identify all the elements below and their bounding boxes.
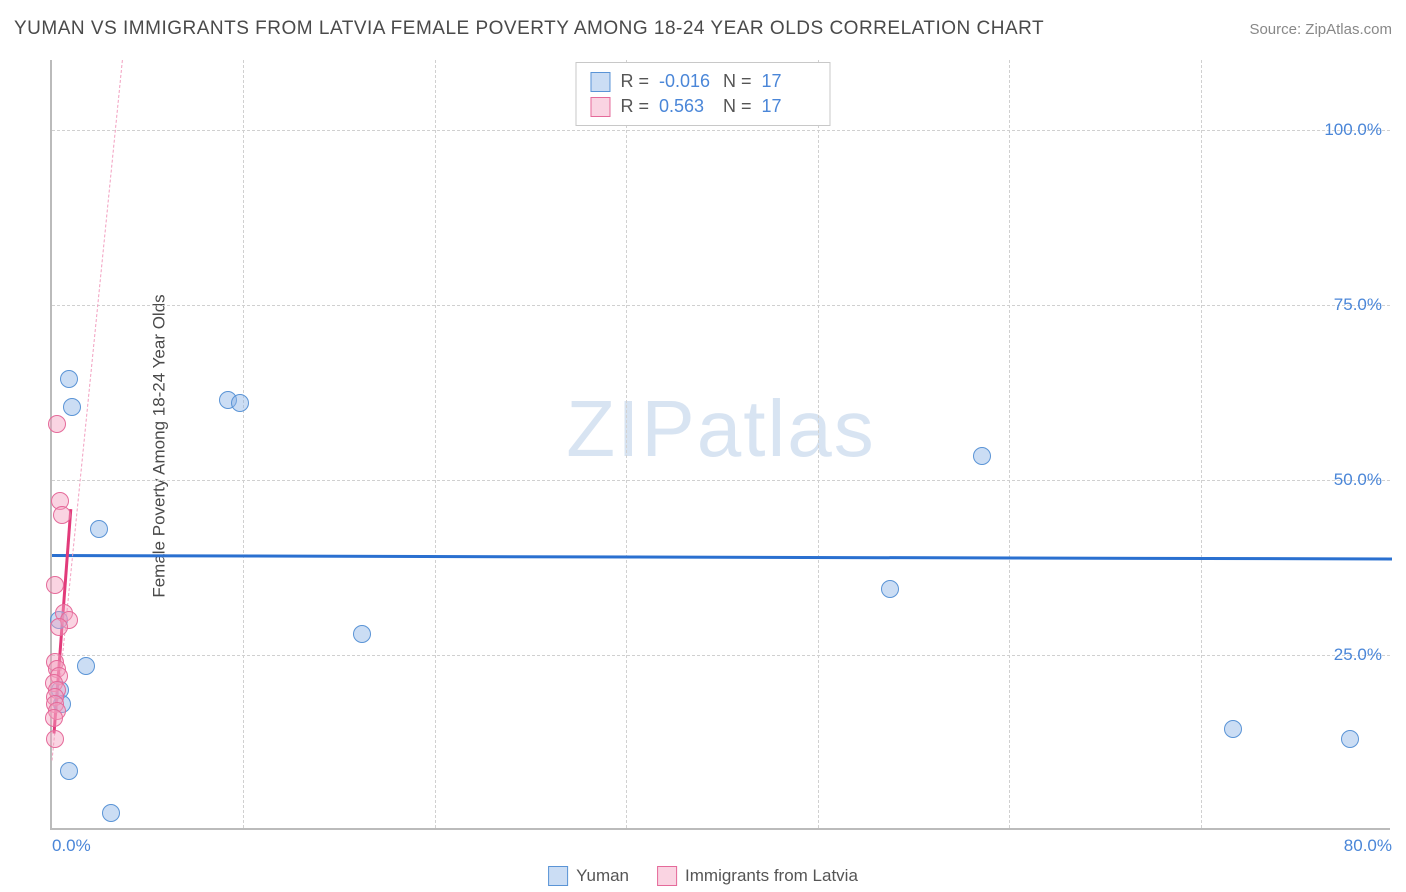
data-point — [881, 580, 899, 598]
n-value-yuman: 17 — [762, 71, 816, 92]
data-point — [77, 657, 95, 675]
gridline-v — [626, 60, 627, 828]
legend-stats: R = -0.016 N = 17 R = 0.563 N = 17 — [575, 62, 830, 126]
x-tick-label: 0.0% — [52, 836, 91, 856]
gridline-v — [435, 60, 436, 828]
y-tick-label: 75.0% — [1334, 295, 1382, 315]
chart-title: YUMAN VS IMMIGRANTS FROM LATVIA FEMALE P… — [14, 18, 1044, 40]
legend-item-latvia: Immigrants from Latvia — [657, 866, 858, 886]
r-value-yuman: -0.016 — [659, 71, 713, 92]
y-tick-label: 50.0% — [1334, 470, 1382, 490]
n-value-latvia: 17 — [762, 96, 816, 117]
r-label: R = — [620, 71, 649, 92]
data-point — [46, 730, 64, 748]
data-point — [53, 506, 71, 524]
data-point — [231, 394, 249, 412]
gridline-h — [52, 305, 1390, 306]
data-point — [90, 520, 108, 538]
legend-label-yuman: Yuman — [576, 866, 629, 886]
data-point — [1341, 730, 1359, 748]
n-label: N = — [723, 96, 752, 117]
data-point — [50, 618, 68, 636]
trend-line — [52, 554, 1392, 561]
data-point — [48, 415, 66, 433]
data-point — [63, 398, 81, 416]
legend-label-latvia: Immigrants from Latvia — [685, 866, 858, 886]
data-point — [60, 762, 78, 780]
gridline-v — [818, 60, 819, 828]
gridline-h — [52, 655, 1390, 656]
legend-swatch-latvia — [590, 97, 610, 117]
legend-series: Yuman Immigrants from Latvia — [548, 866, 858, 886]
chart-source: Source: ZipAtlas.com — [1249, 21, 1392, 38]
y-tick-label: 25.0% — [1334, 645, 1382, 665]
data-point — [973, 447, 991, 465]
n-label: N = — [723, 71, 752, 92]
watermark-bold: ZIP — [566, 384, 696, 473]
r-value-latvia: 0.563 — [659, 96, 713, 117]
data-point — [1224, 720, 1242, 738]
legend-stats-row-a: R = -0.016 N = 17 — [590, 69, 815, 94]
chart-header: YUMAN VS IMMIGRANTS FROM LATVIA FEMALE P… — [14, 18, 1392, 40]
legend-swatch-yuman — [590, 72, 610, 92]
gridline-h — [52, 480, 1390, 481]
legend-item-yuman: Yuman — [548, 866, 629, 886]
data-point — [353, 625, 371, 643]
data-point — [60, 370, 78, 388]
plot-area: ZIPatlas 25.0%50.0%75.0%100.0%0.0%80.0% — [50, 60, 1390, 830]
gridline-v — [1009, 60, 1010, 828]
data-point — [45, 709, 63, 727]
gridline-v — [1201, 60, 1202, 828]
legend-swatch-latvia — [657, 866, 677, 886]
watermark-light: atlas — [697, 384, 876, 473]
gridline-h — [52, 130, 1390, 131]
x-tick-label: 80.0% — [1344, 836, 1392, 856]
r-label: R = — [620, 96, 649, 117]
legend-stats-row-b: R = 0.563 N = 17 — [590, 94, 815, 119]
data-point — [102, 804, 120, 822]
legend-swatch-yuman — [548, 866, 568, 886]
data-point — [46, 576, 64, 594]
watermark: ZIPatlas — [566, 383, 875, 475]
gridline-v — [243, 60, 244, 828]
y-tick-label: 100.0% — [1324, 120, 1382, 140]
